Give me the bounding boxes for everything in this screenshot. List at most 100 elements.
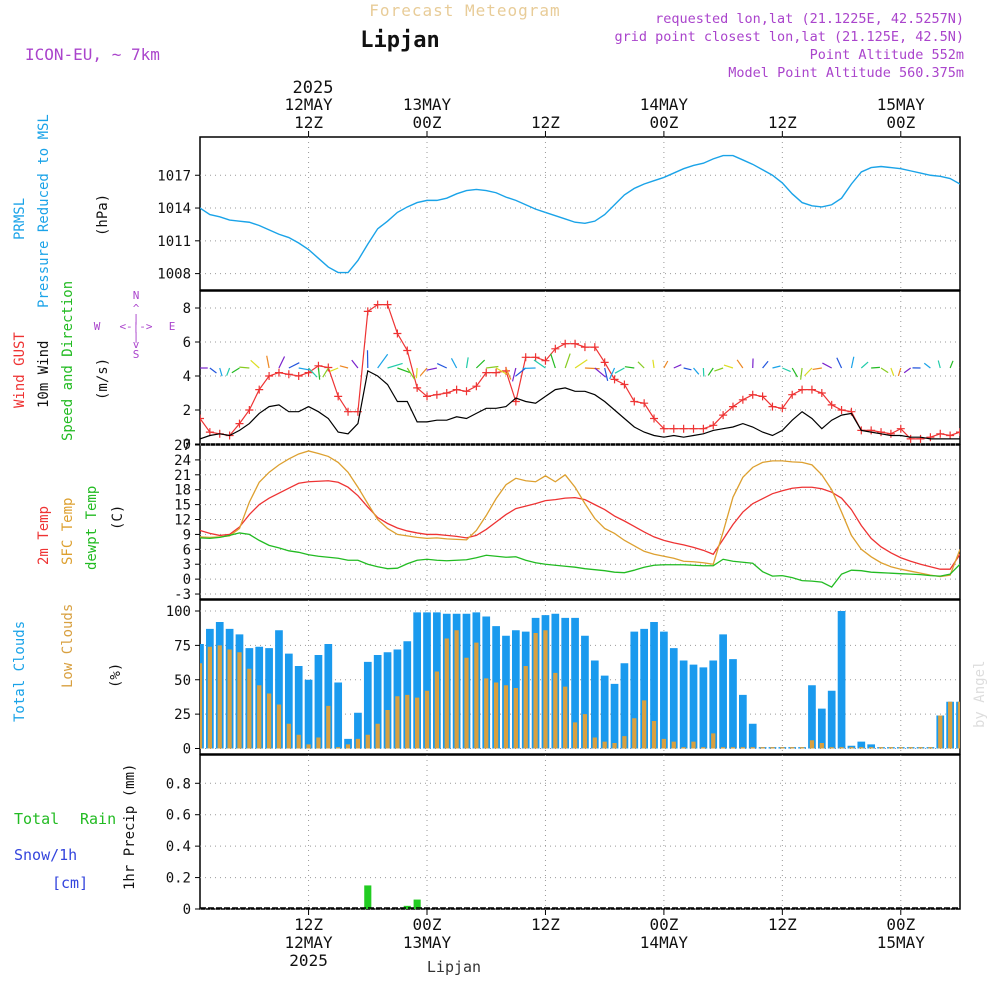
rain-bar xyxy=(364,885,372,909)
direction-arrow xyxy=(791,367,798,378)
wind-ytick-label-1: 2 xyxy=(183,403,191,419)
gust-marker xyxy=(363,307,372,316)
gust-marker xyxy=(936,429,945,438)
temp-sfc-label: SFC Temp xyxy=(60,498,76,565)
low-cloud-bar xyxy=(553,672,558,749)
direction-arrow xyxy=(288,362,300,369)
direction-arrow xyxy=(637,361,645,369)
clouds-frame xyxy=(199,599,961,755)
bottom-hour-label: 12Z xyxy=(294,915,323,934)
gust-marker xyxy=(482,368,491,377)
low-cloud-bar xyxy=(730,747,736,749)
low-cloud-bar xyxy=(474,642,479,749)
gust-marker xyxy=(798,385,807,394)
direction-arrow xyxy=(723,364,734,369)
direction-arrow xyxy=(322,367,329,378)
top-hour-label: 00Z xyxy=(886,113,915,132)
direction-arrow xyxy=(397,367,411,374)
low-cloud-bar xyxy=(691,741,696,749)
low-cloud-bar xyxy=(306,744,311,749)
gust-marker xyxy=(200,414,204,423)
gust-marker xyxy=(571,339,580,348)
low-cloud-bar xyxy=(612,743,617,749)
wind-ytick-label-2: 4 xyxy=(183,369,191,385)
gust-marker xyxy=(432,390,441,399)
gust-marker xyxy=(373,300,382,309)
low-cloud-bar xyxy=(651,721,657,749)
low-cloud-bar xyxy=(819,743,824,749)
gust-marker xyxy=(413,383,422,392)
precipitation-ytick-label-3: 0.6 xyxy=(166,808,191,824)
direction-arrow xyxy=(604,367,609,382)
total-cloud-bar xyxy=(857,741,866,749)
wind-labels: Wind GUST 10m Wind Speed and Direction (… xyxy=(12,281,175,441)
temp-dewpt-line xyxy=(200,532,960,588)
bottom-year-label: 2025 xyxy=(289,951,328,970)
top-hour-label: 00Z xyxy=(413,113,442,132)
total-cloud-bar xyxy=(610,683,619,749)
low-cloud-bar xyxy=(780,747,785,749)
compass-n-arrow: ^ xyxy=(133,302,140,315)
clouds-ytick-label-0: 0 xyxy=(183,742,191,758)
wind-unit: (m/s) xyxy=(95,358,111,400)
gust-marker xyxy=(492,368,501,377)
total-cloud-bar xyxy=(413,612,421,749)
low-cloud-bar xyxy=(247,668,252,749)
gust-marker xyxy=(274,368,283,377)
pressure-label-prmsl: PRMSL xyxy=(12,198,28,240)
gust-marker xyxy=(916,434,925,443)
direction-arrow xyxy=(495,367,508,375)
precip-total-label: Total xyxy=(14,810,59,828)
pressure-ytick-label-2: 1014 xyxy=(157,201,191,217)
direction-arrow xyxy=(762,360,769,369)
direction-arrow xyxy=(822,362,832,369)
direction-arrow xyxy=(533,359,546,369)
gust-line xyxy=(200,304,960,440)
low-cloud-bar xyxy=(503,685,509,749)
pressure-ytick-label-0: 1008 xyxy=(157,267,191,283)
low-cloud-bar xyxy=(829,747,834,749)
low-cloud-bar xyxy=(720,747,726,749)
temperature-ytick-label-1: 0 xyxy=(183,572,191,588)
pressure-line xyxy=(200,154,960,274)
compass-s-arrow: v xyxy=(133,338,140,351)
gust-marker xyxy=(205,428,214,437)
point-altitude: Point Altitude 552m xyxy=(810,47,964,63)
total-cloud-bar xyxy=(650,622,658,749)
low-cloud-bar xyxy=(957,701,960,749)
temperature-ytick-label-6: 15 xyxy=(174,498,191,514)
gust-marker xyxy=(926,433,935,442)
model-name: ICON-EU, ~ 7km xyxy=(25,45,160,64)
gust-marker xyxy=(837,406,846,414)
total-cloud-bar xyxy=(304,679,313,749)
direction-arrow xyxy=(594,367,607,378)
gust-marker xyxy=(896,424,905,433)
temperature-ytick-label-7: 18 xyxy=(174,483,191,499)
clouds-ytick-label-4: 100 xyxy=(166,604,191,620)
direction-arrow xyxy=(584,367,600,370)
low-cloud-bar xyxy=(592,737,597,749)
wind-direction-label: Speed and Direction xyxy=(60,281,76,441)
gust-marker xyxy=(877,428,886,437)
direction-arrow xyxy=(683,367,692,371)
direction-arrow xyxy=(419,367,428,377)
precipitation-ytick-label-4: 0.8 xyxy=(166,776,191,792)
low-cloud-bar xyxy=(257,685,262,749)
low-cloud-bar xyxy=(938,715,943,749)
gust-marker xyxy=(531,353,540,362)
total-cloud-bar xyxy=(808,685,816,749)
low-cloud-bar xyxy=(316,737,321,749)
low-cloud-bar xyxy=(266,693,272,749)
gust-marker xyxy=(659,424,668,433)
direction-arrow xyxy=(663,360,669,369)
bottom-hour-label: 12Z xyxy=(531,915,560,934)
low-cloud-bar xyxy=(237,652,242,749)
gust-marker xyxy=(462,387,471,396)
gust-marker xyxy=(679,424,688,433)
direction-arrow xyxy=(880,367,889,374)
gust-marker xyxy=(383,300,392,309)
low-cloud-bar xyxy=(200,663,203,749)
low-cloud-bar xyxy=(227,649,232,749)
low-cloud-bar xyxy=(711,733,716,749)
gust-marker xyxy=(620,380,629,389)
